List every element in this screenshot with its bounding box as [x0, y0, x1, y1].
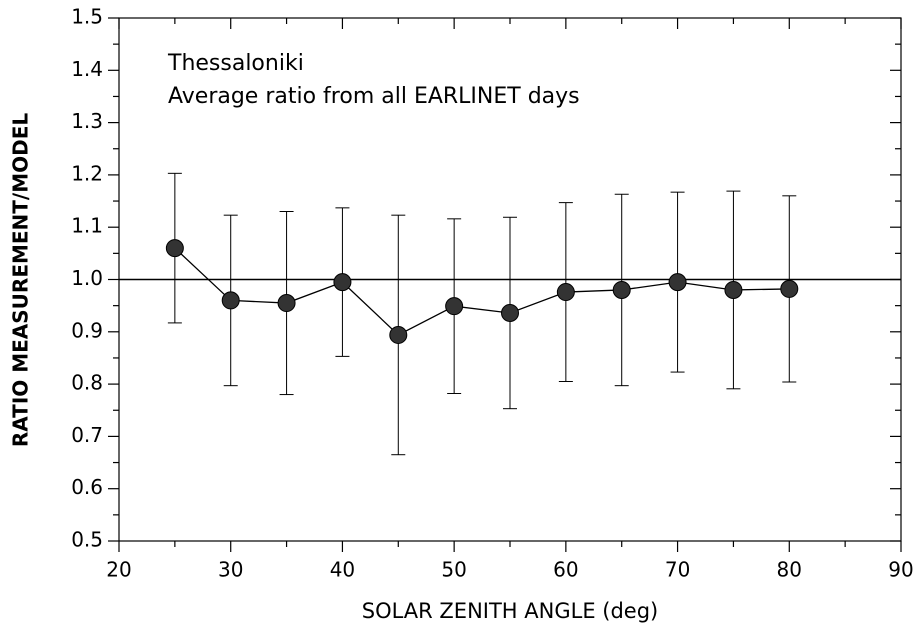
x-tick-label: 30 — [218, 558, 243, 582]
x-tick-label: 90 — [888, 558, 913, 582]
x-tick-label: 60 — [553, 558, 578, 582]
x-tick-label: 20 — [106, 558, 131, 582]
annotation: Average ratio from all EARLINET days — [168, 84, 580, 109]
y-tick-label: 0.7 — [71, 423, 103, 447]
x-tick-label: 40 — [330, 558, 355, 582]
y-axis-label: RATIO MEASUREMENT/MODEL — [9, 113, 33, 448]
series-line — [174, 247, 790, 336]
data-point — [668, 273, 687, 292]
data-point — [724, 280, 743, 299]
x-axis-label: SOLAR ZENITH ANGLE (deg) — [362, 599, 658, 623]
data-point — [277, 294, 296, 313]
y-tick-label: 1.2 — [71, 161, 103, 185]
data-point — [612, 280, 631, 299]
data-point — [221, 291, 240, 310]
y-tick-label: 0.9 — [71, 318, 103, 342]
data-point — [445, 297, 464, 316]
data-point — [780, 279, 799, 298]
y-tick-label: 1.3 — [71, 109, 103, 133]
data-point — [556, 283, 575, 302]
data-point — [333, 273, 352, 292]
y-tick-label: 0.5 — [71, 528, 103, 552]
y-tick-label: 1.4 — [71, 57, 103, 81]
x-tick-label: 70 — [665, 558, 690, 582]
data-point — [165, 239, 184, 258]
y-tick-label: 1.0 — [71, 266, 103, 290]
y-tick-label: 1.5 — [71, 5, 103, 29]
y-tick-label: 1.1 — [71, 214, 103, 238]
x-tick-label: 50 — [441, 558, 466, 582]
data-point — [501, 303, 519, 322]
data-point — [389, 325, 408, 344]
annotation: Thessaloniki — [167, 51, 304, 76]
y-tick-label: 0.6 — [71, 475, 103, 499]
y-tick-label: 0.8 — [71, 371, 103, 395]
x-tick-label: 80 — [777, 558, 802, 582]
